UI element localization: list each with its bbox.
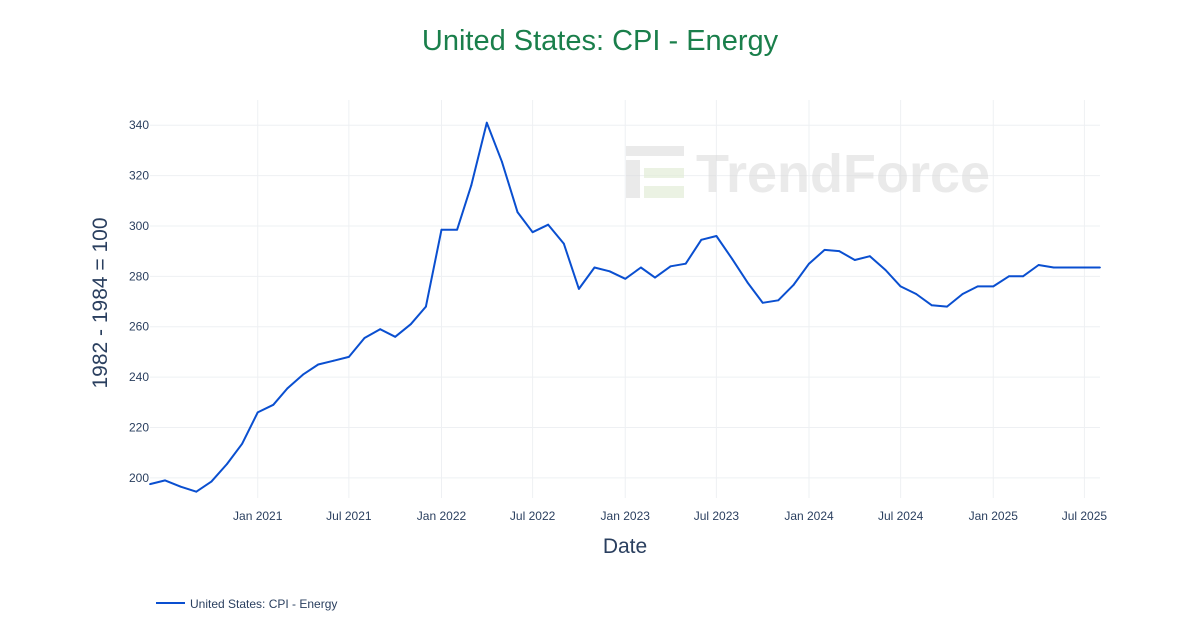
data-point [226,463,228,465]
data-point [792,284,795,286]
data-point [501,160,503,163]
x-tick-label: Jan 2024 [784,509,834,523]
series-points [149,121,1101,493]
y-tick-label: 300 [129,219,149,233]
x-tick-label: Jan 2021 [233,509,283,523]
data-point [1083,266,1086,269]
grid [150,100,1100,498]
data-point [302,373,304,376]
data-point [899,285,902,288]
data-point [761,301,764,304]
data-point [961,293,964,295]
x-tick-label: Jan 2025 [969,509,1019,523]
y-axis: 200 220 240 260 280 300 320 340 [129,118,149,485]
data-point [1008,275,1010,278]
y-tick-label: 320 [129,169,149,183]
data-point [1022,275,1024,278]
data-point [700,238,703,241]
data-point [853,259,856,261]
x-tick-label: Jul 2023 [694,509,740,523]
data-point [608,270,611,273]
data-point [456,228,458,231]
data-point [578,288,580,290]
data-point [624,277,627,280]
data-point [256,411,259,414]
x-tick-label: Jan 2023 [601,509,651,523]
data-point [272,403,275,406]
data-point [348,356,350,358]
data-point [1068,266,1071,269]
data-point [516,211,519,214]
data-point [593,266,596,269]
data-point [425,305,427,308]
data-point [470,184,473,187]
data-point [915,293,918,295]
data-point [946,305,948,308]
data-point [869,255,871,258]
data-point [210,480,213,483]
data-point [317,363,320,366]
watermark-text: TrendForce [696,144,990,204]
x-tick-label: Jul 2025 [1062,509,1108,523]
x-tick-label: Jul 2024 [878,509,924,523]
y-axis-title: 1982 - 1984 = 100 [89,217,112,388]
data-point [1052,266,1055,269]
data-point [379,328,381,331]
y-tick-label: 260 [129,320,149,334]
data-point [838,250,841,253]
data-point [684,262,687,265]
data-point [179,485,182,488]
data-point [823,249,826,251]
data-point [547,223,550,226]
data-point [1099,266,1101,269]
x-tick-label: Jul 2021 [326,509,372,523]
x-axis-title: Date [603,535,647,558]
data-point [715,235,718,237]
data-point [195,490,198,493]
data-point [976,285,979,288]
data-point [485,121,488,124]
y-tick-label: 220 [129,420,149,434]
watermark: TrendForce [626,144,990,204]
data-point [992,285,995,288]
y-tick-label: 340 [129,118,149,132]
data-point [286,387,289,390]
x-axis: Jan 2021 Jul 2021 Jan 2022 Jul 2022 Jan 2023… [233,509,1107,523]
data-point [562,242,565,245]
data-point [394,335,397,338]
legend[interactable]: United States: CPI - Energy [156,597,337,611]
data-point [930,304,933,307]
data-point [640,266,642,269]
data-point [1037,264,1040,266]
data-point [654,276,656,279]
data-point [440,228,443,231]
chart-title: United States: CPI - Energy [422,25,779,57]
data-point [746,281,749,284]
data-point [241,442,244,445]
y-tick-label: 200 [129,471,149,485]
data-point [363,337,366,339]
data-point [332,359,335,362]
data-point [669,265,672,268]
data-point [731,257,733,260]
watermark-logo-bar-low [644,186,684,198]
data-point [149,483,151,485]
data-point [164,479,167,482]
data-point [884,269,887,271]
data-point [777,299,780,302]
y-tick-label: 280 [129,269,149,283]
x-tick-label: Jul 2022 [510,509,556,523]
watermark-logo-bar-mid [644,168,684,178]
watermark-logo-bar-top [626,146,684,156]
legend-label: United States: CPI - Energy [190,597,337,611]
y-tick-label: 240 [129,370,149,384]
data-point [409,323,412,326]
watermark-logo-bar-left [626,160,640,198]
x-tick-label: Jan 2022 [417,509,467,523]
data-point [808,262,810,265]
data-point [531,231,534,234]
